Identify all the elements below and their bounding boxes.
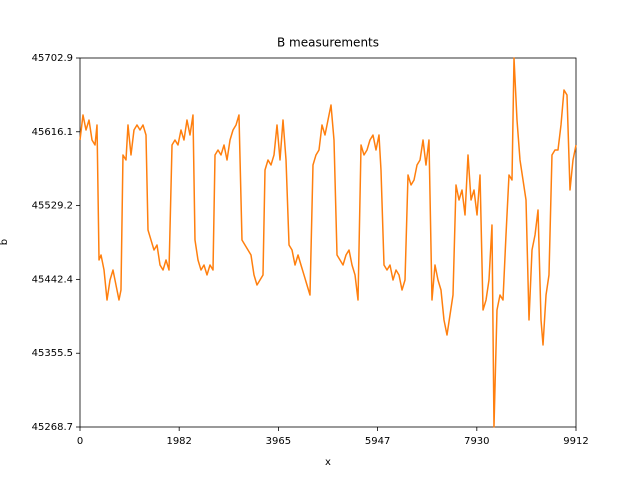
x-tick-label: 9912 <box>563 436 588 447</box>
data-line <box>79 57 577 428</box>
y-axis-label: b <box>0 239 10 245</box>
x-tick-label: 5947 <box>365 436 390 447</box>
x-tick-label: 7930 <box>464 436 489 447</box>
x-tick-label: 0 <box>77 436 83 447</box>
y-tick-label: 45268.7 <box>32 422 73 433</box>
chart-title: B measurements <box>277 36 379 50</box>
x-tick-label: 1982 <box>166 436 191 447</box>
y-tick-label: 45616.1 <box>32 127 73 138</box>
x-axis-label: x <box>325 457 331 468</box>
y-tick-label: 45442.4 <box>32 274 73 285</box>
plot-frame <box>79 57 577 428</box>
y-tick-label: 45355.5 <box>32 348 73 359</box>
y-tick-label: 45529.2 <box>32 201 73 212</box>
x-tick-label: 3965 <box>266 436 291 447</box>
y-tick-label: 45702.9 <box>32 53 73 64</box>
